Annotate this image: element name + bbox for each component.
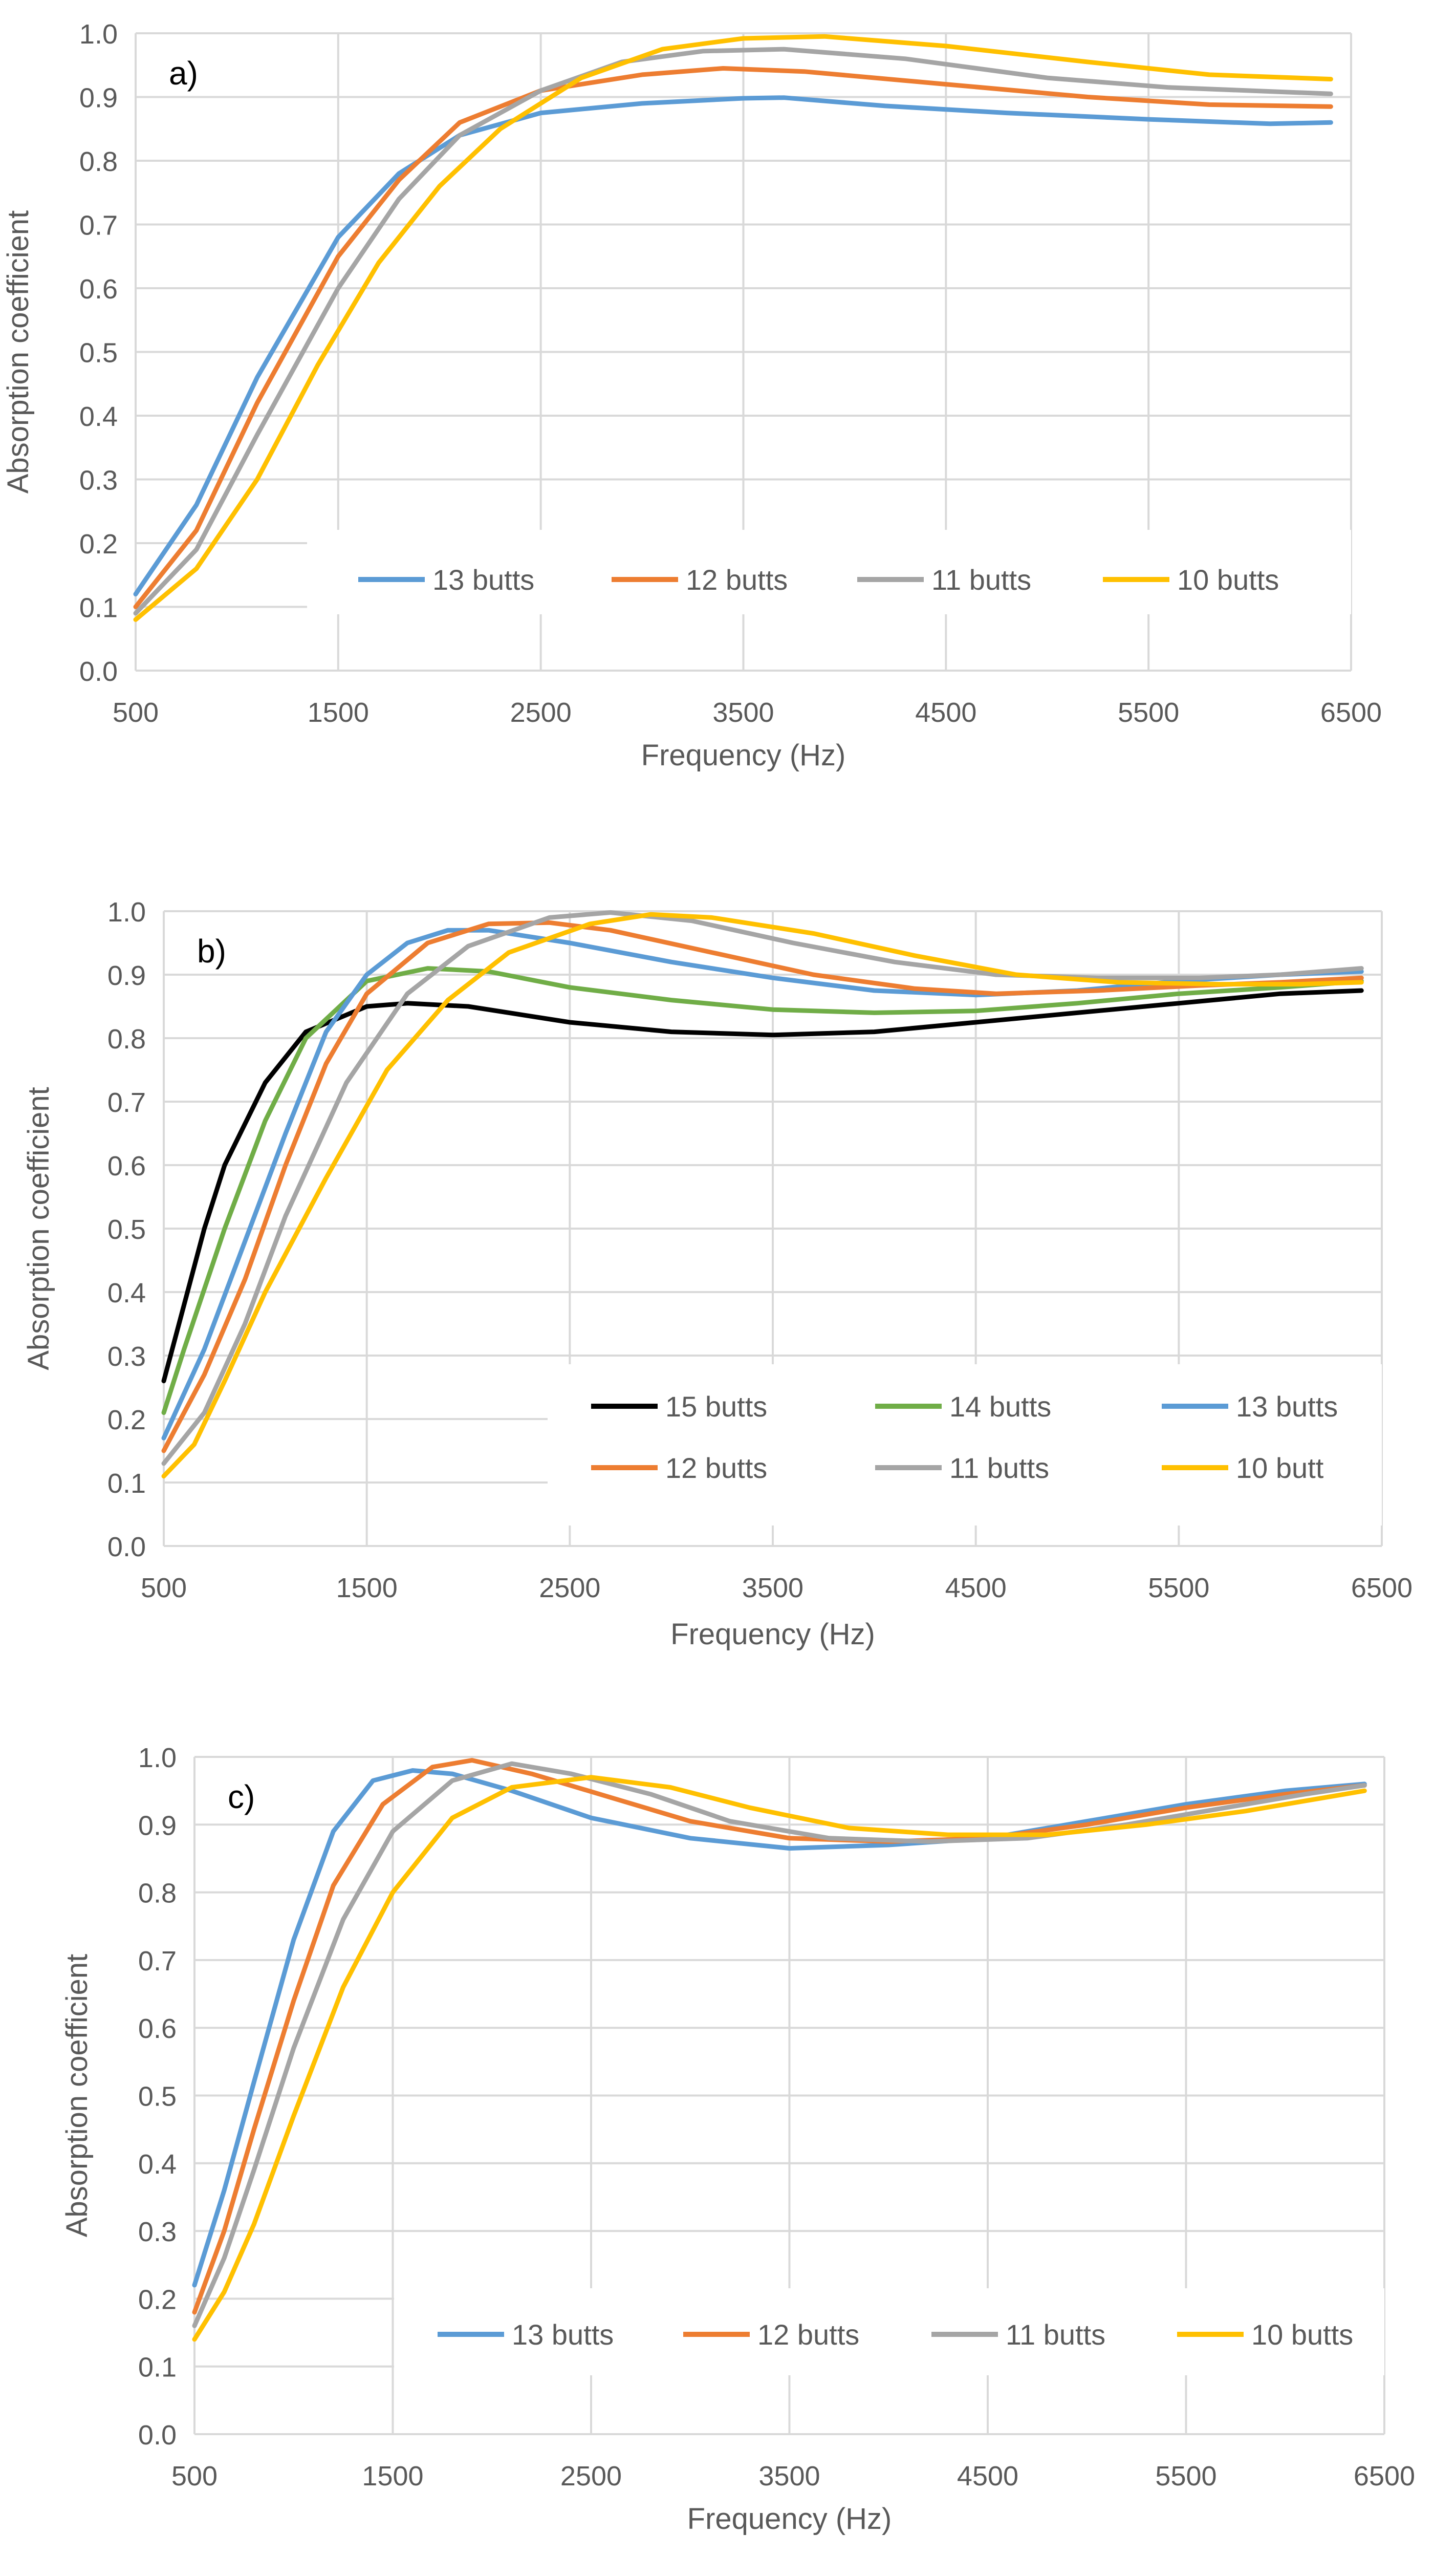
y-tick-label: 0.7 xyxy=(138,1946,177,1977)
y-tick-label: 0.6 xyxy=(138,2013,177,2044)
y-tick-label: 0.8 xyxy=(79,146,118,177)
x-tick-label: 500 xyxy=(171,2461,218,2491)
x-tick-label: 5500 xyxy=(1118,697,1179,728)
legend-label: 15 butts xyxy=(665,1390,767,1423)
y-tick-label: 0.9 xyxy=(138,1810,177,1841)
series-line-12-butts xyxy=(133,66,1333,609)
legend-label: 11 butts xyxy=(931,564,1031,596)
y-tick-label: 0.1 xyxy=(79,593,118,624)
legend-label: 12 butts xyxy=(665,1452,767,1484)
y-tick-label: 0.3 xyxy=(138,2217,177,2247)
chart-a: 13 butts 12 butts 11 butts 10 butts 0.0 0.1 0.… xyxy=(2,19,1382,772)
x-tick-label: 2500 xyxy=(539,1573,600,1603)
y-tick-label: 0.1 xyxy=(138,2352,177,2383)
y-tick-label: 0.0 xyxy=(107,1532,146,1562)
x-tick-label: 2500 xyxy=(510,697,572,728)
series-line-15-butts xyxy=(161,988,1364,1384)
x-tick-label: 2500 xyxy=(560,2461,622,2491)
x-tick-label: 500 xyxy=(141,1573,187,1603)
legend-label: 11 butts xyxy=(949,1452,1049,1484)
series-line-10-butts xyxy=(133,34,1333,622)
legend-label: 13 butts xyxy=(1236,1390,1338,1423)
y-axis-label: Absorption coefficient xyxy=(22,1087,55,1370)
y-axis-label: Absorption coefficient xyxy=(60,1954,94,2238)
x-tick-label: 4500 xyxy=(915,697,976,728)
x-tick-label: 5500 xyxy=(1148,1573,1209,1603)
y-tick-label: 1.0 xyxy=(107,897,146,928)
panel-label: b) xyxy=(197,933,226,970)
legend-label: 14 butts xyxy=(949,1390,1051,1423)
y-tick-label: 0.5 xyxy=(138,2081,177,2112)
y-tick-label: 0.3 xyxy=(107,1341,146,1372)
y-tick-label: 0.9 xyxy=(107,960,146,991)
y-tick-label: 0.4 xyxy=(138,2149,177,2180)
y-tick-label: 0.7 xyxy=(79,210,118,241)
series-line-11-butts xyxy=(192,1761,1367,2328)
legend-label: 12 butts xyxy=(757,2318,859,2351)
y-tick-label: 0.9 xyxy=(79,83,118,114)
x-tick-label: 1500 xyxy=(308,697,369,728)
chart-b: 15 butts 14 butts 13 butts 12 butts 11 butts… xyxy=(22,897,1412,1651)
x-axis-label: Frequency (Hz) xyxy=(641,739,846,772)
legend-label: 13 butts xyxy=(512,2318,614,2351)
legend-label: 13 butts xyxy=(432,564,534,596)
y-tick-label: 0.2 xyxy=(138,2284,177,2315)
y-tick-label: 0.4 xyxy=(79,401,118,432)
y-tick-label: 0.2 xyxy=(107,1405,146,1435)
y-tick-label: 0.6 xyxy=(79,274,118,305)
series-line-11-butts xyxy=(133,47,1333,616)
series-line-10-butt xyxy=(161,912,1364,1479)
series-line-11-butts xyxy=(161,910,1364,1466)
y-tick-label: 1.0 xyxy=(79,19,118,50)
y-axis-label: Absorption coefficient xyxy=(2,210,35,494)
y-tick-label: 0.0 xyxy=(79,656,118,687)
x-tick-label: 5500 xyxy=(1155,2461,1216,2491)
y-tick-label: 0.5 xyxy=(79,338,118,369)
y-tick-label: 1.0 xyxy=(138,1743,177,1773)
x-axis-label: Frequency (Hz) xyxy=(670,1618,875,1651)
panel-label: a) xyxy=(169,55,198,92)
x-tick-label: 3500 xyxy=(742,1573,803,1603)
series-line-13-butts xyxy=(133,95,1333,597)
y-tick-label: 0.0 xyxy=(138,2420,177,2451)
y-tick-label: 0.1 xyxy=(107,1468,146,1499)
y-tick-label: 0.2 xyxy=(79,529,118,560)
y-tick-label: 0.6 xyxy=(107,1151,146,1182)
y-tick-label: 0.5 xyxy=(107,1214,146,1245)
y-tick-label: 0.8 xyxy=(138,1878,177,1909)
x-tick-label: 500 xyxy=(113,697,159,728)
x-tick-label: 4500 xyxy=(957,2461,1018,2491)
panel-label: c) xyxy=(228,1778,255,1815)
x-tick-label: 4500 xyxy=(945,1573,1007,1603)
x-tick-label: 6500 xyxy=(1354,2461,1415,2491)
x-axis-label: Frequency (Hz) xyxy=(687,2502,892,2536)
legend-label: 12 butts xyxy=(686,564,788,596)
legend-background xyxy=(548,1364,1382,1526)
x-tick-label: 6500 xyxy=(1351,1573,1412,1603)
legend-label: 10 butts xyxy=(1177,564,1279,596)
series-line-14-butts xyxy=(161,966,1364,1415)
legend-background xyxy=(307,530,1351,614)
y-tick-label: 0.7 xyxy=(107,1087,146,1118)
x-tick-label: 6500 xyxy=(1320,697,1382,728)
series-line-13-butts xyxy=(192,1768,1367,2288)
series-line-12-butts xyxy=(192,1758,1367,2315)
y-tick-label: 0.8 xyxy=(107,1024,146,1055)
series-line-10-butts xyxy=(192,1775,1367,2342)
x-tick-label: 1500 xyxy=(336,1573,398,1603)
x-tick-label: 3500 xyxy=(758,2461,820,2491)
legend-label: 10 butts xyxy=(1251,2318,1353,2351)
y-tick-label: 0.3 xyxy=(79,465,118,496)
legend-label: 11 butts xyxy=(1006,2318,1105,2351)
x-tick-label: 1500 xyxy=(362,2461,423,2491)
y-tick-label: 0.4 xyxy=(107,1278,146,1308)
x-tick-label: 3500 xyxy=(712,697,774,728)
chart-c: 13 butts 12 butts 11 butts 10 butts 0.0 0.1 0.… xyxy=(60,1743,1415,2536)
legend-label: 10 butt xyxy=(1236,1452,1324,1484)
